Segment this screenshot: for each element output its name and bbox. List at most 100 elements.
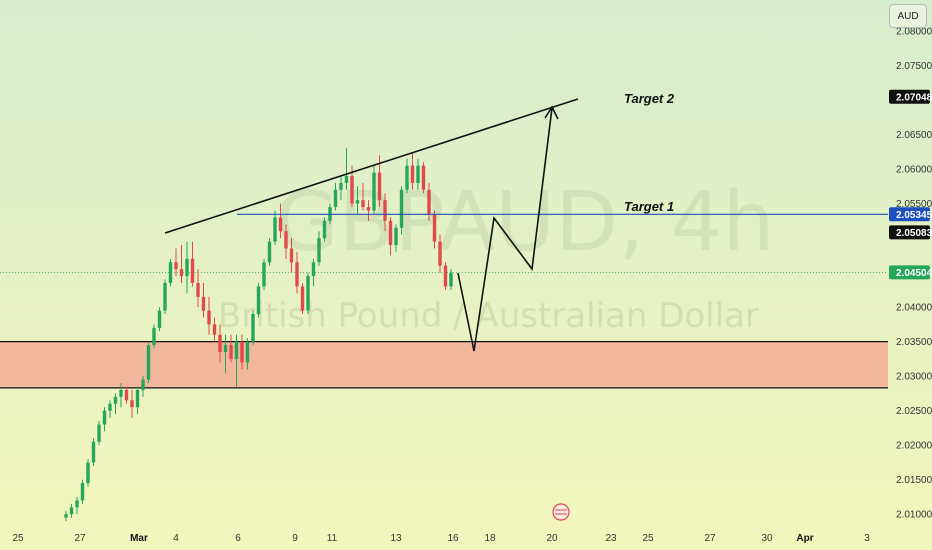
candle [399,186,404,235]
candle-body [262,262,266,287]
candle-body [174,262,178,270]
candle [256,282,261,318]
candle-body [245,341,250,363]
candle-body [157,310,162,328]
candle [168,258,173,287]
candle [234,334,239,387]
candle [185,241,189,294]
candle-body [438,241,442,266]
candle-body [141,379,145,390]
x-tick-label: Mar [130,533,148,544]
projected-path [457,107,553,352]
candle [339,176,343,201]
candle-body [317,238,321,263]
candle-body [223,345,228,352]
candle [152,324,156,349]
candle-body [124,389,129,401]
candle [284,224,288,259]
candle-body [427,189,431,214]
candle-body [91,441,96,463]
x-tick-label: 18 [484,533,496,544]
support-zone [0,341,888,388]
currency-badge[interactable]: AUD [889,4,927,28]
x-tick-label: 25 [12,533,24,544]
candle-body [366,207,371,211]
candle [300,282,305,315]
candle [212,317,217,342]
candle [405,158,409,194]
y-tick-label: 2.05500 [896,199,932,210]
candle-body [333,189,338,208]
x-tick-label: 27 [704,533,716,544]
candle [113,393,118,415]
candle [432,210,437,249]
y-tick-label: 2.01000 [896,510,932,521]
candle [421,162,426,194]
candle [80,479,85,504]
candle-body [410,165,415,183]
candle-body [388,220,393,246]
candle [416,158,420,190]
candle-body [86,462,90,484]
projected-path-arrowhead [544,105,559,120]
candle [449,269,453,290]
candle [102,407,107,432]
candle [361,182,365,211]
candle-body [377,172,382,201]
candle-body [207,310,211,325]
candle-body [295,262,299,287]
x-tick-label: 20 [546,533,558,544]
candle [251,310,255,346]
y-tick-label: 2.06500 [896,130,932,141]
y-tick-label: 2.06000 [896,165,932,176]
candle-body [300,286,305,311]
candle [355,186,360,214]
economic-event-icon [552,503,570,521]
candle-body [273,217,277,242]
price-tag [889,207,930,222]
candle-body [443,265,448,287]
x-tick-label: 16 [447,533,459,544]
candle [317,231,321,266]
candle-body [163,282,167,311]
candle-body [350,176,354,204]
y-tick-label: 2.01500 [896,475,932,486]
candle-body [322,220,327,239]
candle [207,296,211,335]
y-tick-label: 2.07500 [896,61,932,72]
target-1-label: Target 1 [624,199,674,214]
y-tick-label: 2.03000 [896,372,932,383]
candle-body [113,396,118,404]
candle [388,217,393,256]
candle [86,458,90,487]
watermark-description: British Pound / Australian Dollar [218,296,759,336]
candle [333,182,338,211]
x-tick-label: 13 [390,533,402,544]
candle-body [361,200,365,208]
candle-body [421,165,426,190]
candle [372,165,376,214]
candle-body [416,165,420,183]
candle [91,438,96,466]
candle [410,151,415,190]
candle-body [130,400,134,408]
candle [245,338,250,370]
candle [344,148,349,190]
candle [179,245,184,283]
x-tick-label: Apr [796,533,813,544]
candle-body [234,341,239,359]
candle [135,386,140,415]
candle [119,383,123,408]
candle-body [405,165,409,190]
watermark-symbol: GBPAUD, 4h [275,175,775,270]
candle [201,282,206,318]
candle-body [80,483,85,501]
price-tag-label: 2.04504 [896,268,932,279]
candle-body [383,200,387,221]
candle [130,389,134,418]
x-tick-label: 6 [235,533,241,544]
candle [262,258,266,290]
y-tick-label: 2.02000 [896,441,932,452]
x-tick-label: 3 [864,533,870,544]
